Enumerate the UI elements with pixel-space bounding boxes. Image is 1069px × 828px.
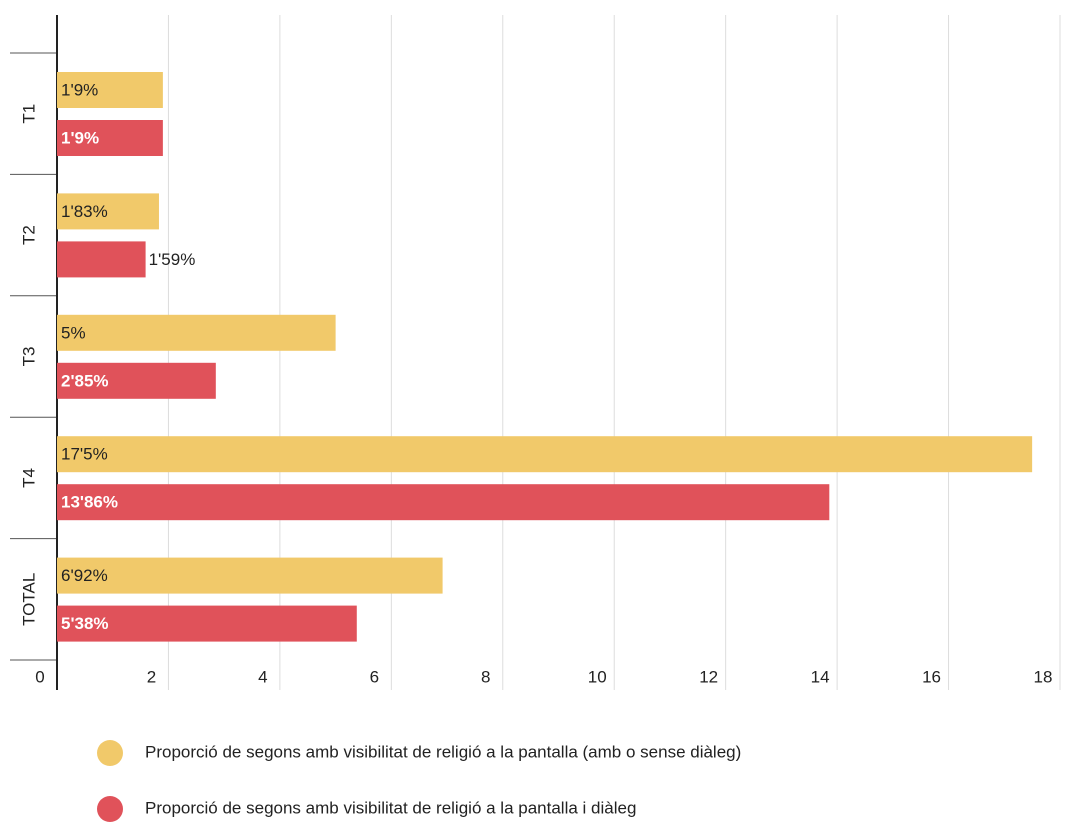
legend-marker (97, 740, 123, 766)
legend-label: Proporció de segons amb visibilitat de r… (145, 798, 636, 817)
bar (57, 241, 146, 278)
bar (57, 362, 216, 399)
value-label: 2'85% (61, 371, 109, 390)
bar (57, 72, 163, 108)
legend-marker (97, 796, 123, 822)
value-label: 6'92% (61, 566, 108, 585)
x-tick-label: 16 (922, 667, 941, 686)
category-label: TOTAL (19, 573, 38, 626)
x-tick-label: 4 (258, 667, 267, 686)
bar (57, 605, 357, 642)
value-label: 5'38% (61, 614, 109, 633)
x-tick-label: 12 (699, 667, 718, 686)
bar (57, 436, 1033, 473)
value-label: 13'86% (61, 493, 118, 512)
bar (57, 314, 336, 351)
bar (57, 193, 159, 230)
category-label: T2 (19, 225, 38, 245)
category-label: T4 (19, 468, 38, 488)
x-tick-label: 14 (811, 667, 830, 686)
value-label: 1'59% (149, 250, 196, 269)
x-tick-label: 18 (1034, 667, 1053, 686)
bar (57, 557, 443, 594)
x-tick-label: 10 (588, 667, 607, 686)
bar (57, 484, 830, 521)
value-label: 1'9% (61, 128, 99, 147)
value-label: 1'9% (61, 80, 98, 99)
category-label: T3 (19, 347, 38, 367)
x-tick-label: 8 (481, 667, 490, 686)
value-label: 5% (61, 323, 86, 342)
bar (57, 120, 163, 156)
x-tick-label: 0 (35, 667, 44, 686)
value-label: 17'5% (61, 445, 108, 464)
x-tick-label: 6 (370, 667, 379, 686)
value-label: 1'83% (61, 202, 108, 221)
x-tick-label: 2 (147, 667, 156, 686)
category-label: T1 (19, 104, 38, 124)
legend-label: Proporció de segons amb visibilitat de r… (145, 742, 741, 761)
